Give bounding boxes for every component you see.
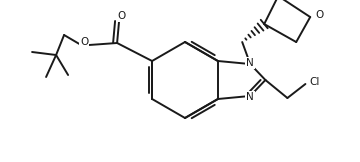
Text: Cl: Cl — [309, 77, 320, 87]
Text: N: N — [246, 92, 254, 102]
Text: O: O — [80, 37, 88, 47]
Text: N: N — [246, 58, 254, 68]
Text: O: O — [117, 11, 125, 21]
Text: O: O — [315, 10, 323, 20]
